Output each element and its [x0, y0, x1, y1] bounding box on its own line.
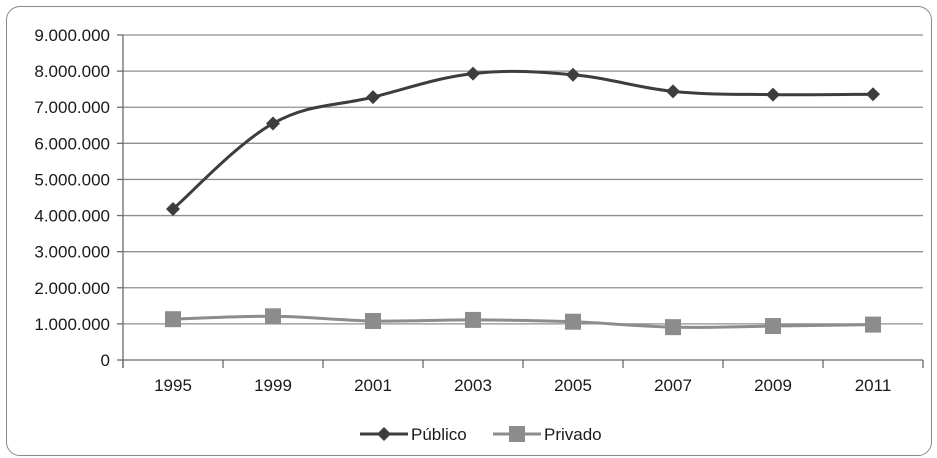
data-point-privado	[265, 308, 281, 325]
data-point-privado	[365, 313, 381, 329]
legend-label-publico: Público	[411, 425, 467, 444]
data-point-publico	[666, 84, 680, 99]
gridlines	[123, 34, 923, 325]
axes	[117, 34, 924, 368]
x-axis-tick-labels: 1995 1999 2001 2003 2005 2007 2009 2011	[154, 376, 891, 395]
y-tick-label: 2.000.000	[34, 279, 110, 298]
data-point-privado	[665, 319, 681, 336]
legend-label-privado: Privado	[544, 425, 602, 444]
data-point-privado	[565, 313, 581, 330]
chart-frame	[6, 6, 932, 456]
data-point-publico	[766, 87, 780, 102]
data-point-publico	[166, 202, 180, 217]
x-tick-label: 2007	[654, 376, 692, 395]
data-point-privado	[765, 318, 781, 335]
y-tick-label: 0	[101, 351, 110, 370]
series-lines	[172, 69, 874, 329]
series-markers	[165, 66, 881, 336]
x-tick-label: 2003	[454, 376, 492, 395]
data-point-publico	[366, 90, 380, 105]
y-tick-label: 6.000.000	[34, 134, 110, 153]
y-tick-label: 3.000.000	[34, 243, 110, 262]
series-line-privado	[172, 314, 874, 329]
x-tick-label: 1999	[254, 376, 292, 395]
x-tick-label: 2009	[754, 376, 792, 395]
x-tick-label: 2001	[354, 376, 392, 395]
y-tick-label: 5.000.000	[34, 170, 110, 189]
y-tick-label: 8.000.000	[34, 62, 110, 81]
x-tick-label: 2005	[554, 376, 592, 395]
data-point-publico	[866, 87, 880, 102]
legend-marker-publico	[377, 427, 391, 441]
y-tick-label: 9.000.000	[34, 26, 110, 45]
x-tick-label: 2011	[855, 376, 892, 395]
y-tick-label: 1.000.000	[34, 315, 110, 334]
y-tick-label: 4.000.000	[34, 207, 110, 226]
series-line-publico	[172, 69, 874, 211]
y-tick-label: 7.000.000	[34, 98, 110, 117]
data-point-publico	[466, 66, 480, 81]
data-point-privado	[465, 311, 481, 328]
x-tick-label: 1995	[154, 376, 192, 395]
legend: Público Privado	[360, 425, 602, 444]
data-point-publico	[566, 67, 580, 82]
data-point-privado	[865, 316, 881, 333]
data-point-privado	[165, 311, 181, 328]
data-point-publico	[266, 116, 280, 131]
legend-marker-privado	[509, 426, 525, 442]
y-axis-tick-labels: 0 1.000.000 2.000.000 3.000.000 4.000.000 5.0…	[34, 26, 110, 370]
